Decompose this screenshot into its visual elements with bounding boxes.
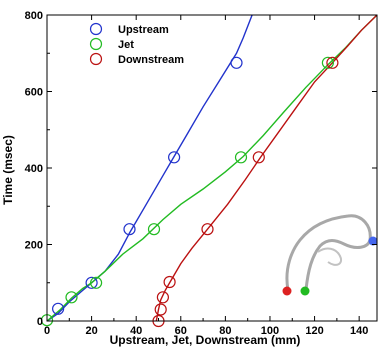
- y-tick-label-400: 400: [25, 163, 43, 175]
- upstream-marker-3: [168, 151, 181, 164]
- axis-ticks: 0 20 40 60 80 100 120 140 0 200 400 600 800: [25, 10, 377, 337]
- x-tick-label-60: 60: [175, 325, 187, 337]
- legend: Upstream Jet Downstream: [89, 22, 184, 66]
- x-tick-label-120: 120: [305, 325, 323, 337]
- inset-trajectory-branch: [317, 247, 342, 266]
- legend-label-upstream: Upstream: [118, 24, 169, 36]
- x-tick-label-20: 20: [85, 325, 97, 337]
- legend-marker-jet: [89, 37, 103, 51]
- jet-marker-2: [89, 276, 103, 289]
- inset-jet-dot: [300, 286, 310, 296]
- y-tick-label-800: 800: [25, 10, 43, 22]
- x-tick-label-140: 140: [350, 325, 368, 337]
- trajectory-inset: [282, 214, 378, 296]
- y-axis-title: Time (msec): [1, 135, 15, 205]
- downstream-marker-4: [201, 223, 214, 236]
- legend-label-downstream: Downstream: [118, 54, 184, 66]
- upstream-line: [46, 14, 253, 322]
- jet-marker-5: [321, 56, 334, 69]
- upstream-marker-0: [51, 302, 65, 315]
- legend-label-jet: Jet: [118, 39, 134, 51]
- legend-marker-downstream: [89, 52, 103, 66]
- downstream-marker-2: [156, 291, 169, 304]
- x-tick-label-100: 100: [261, 325, 279, 337]
- legend-marker-upstream: [89, 22, 103, 36]
- upstream-marker-1: [85, 276, 98, 289]
- y-tick-label-0: 0: [37, 316, 43, 328]
- inset-downstream-dot: [282, 286, 292, 296]
- jet-line: [46, 14, 378, 322]
- downstream-marker-6: [326, 56, 339, 69]
- upstream-marker-4: [230, 56, 243, 69]
- downstream-line: [155, 14, 378, 322]
- x-tick-label-0: 0: [44, 325, 50, 337]
- x-tick-label-80: 80: [219, 325, 231, 337]
- upstream-marker-2: [123, 223, 136, 236]
- downstream-marker-3: [163, 275, 176, 289]
- jet-marker-3: [147, 223, 161, 236]
- jet-marker-1: [65, 291, 78, 304]
- downstream-marker-5: [252, 151, 265, 164]
- inset-trajectory-path: [285, 214, 372, 292]
- x-tick-label-40: 40: [130, 325, 142, 337]
- y-tick-label-600: 600: [25, 87, 43, 99]
- downstream-marker-1: [154, 303, 167, 316]
- inset-upstream-dot: [368, 236, 378, 246]
- x-axis-title: Upstream, Jet, Downstream (mm): [110, 333, 301, 347]
- markers-layer: [40, 56, 339, 328]
- y-tick-label-200: 200: [25, 240, 43, 252]
- jet-marker-4: [234, 151, 248, 164]
